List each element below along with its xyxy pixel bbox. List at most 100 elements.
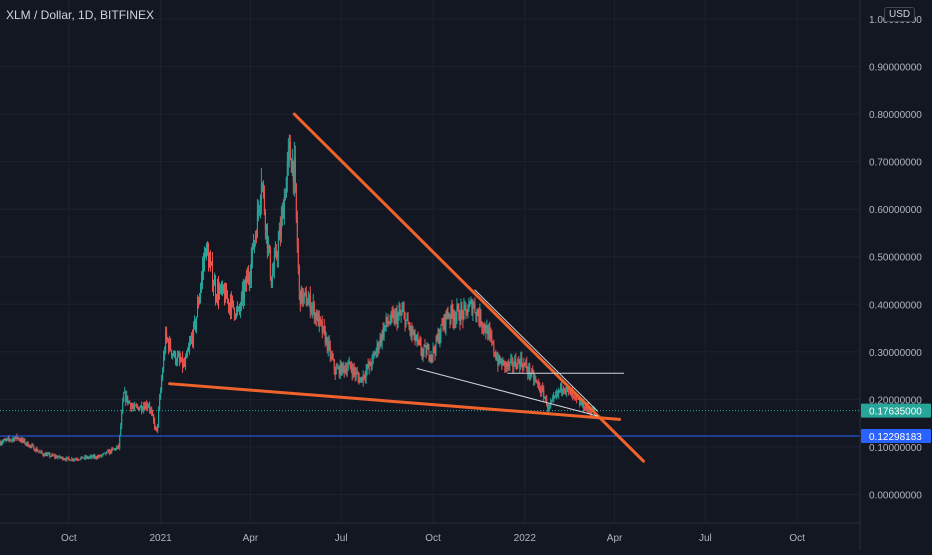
candle-body [388,323,390,325]
candle-body [359,380,361,383]
candle-body [387,322,389,324]
candle-body [16,435,18,439]
candle-body [94,456,96,458]
candle-body [536,380,538,382]
trendline-thin-3[interactable] [474,289,599,412]
candle-body [414,330,416,341]
candle-body [221,285,223,291]
candle-body [291,161,293,173]
trendline-thick-0[interactable] [292,112,646,463]
candle-body [184,362,186,366]
x-tick-label: Oct [425,533,441,544]
candle-body [240,295,242,308]
candle-body [241,289,243,296]
candle-body [524,363,526,365]
candle-body [487,326,489,339]
candle-body [337,367,339,369]
candle-body [218,290,220,299]
candle-body [366,365,368,371]
candle-body [205,251,207,258]
candle-body [132,406,134,408]
candle-body [64,459,66,461]
candle-body [159,397,161,410]
candle-body [0,442,1,445]
candle-body [428,347,430,358]
candle-body [364,377,366,379]
candle-body [73,459,75,461]
candle-body [344,368,346,372]
candle-body [133,407,135,409]
candle-body [371,356,373,367]
candle-body [302,294,304,303]
candle-body [173,353,175,356]
candle-body [248,278,250,280]
candle-body [421,351,423,355]
candle-body [226,298,228,300]
candle-body [281,208,283,219]
candle-body [295,183,297,218]
candle-body [135,405,137,407]
candle-body [456,306,458,316]
candle-body [17,437,19,439]
candle-body [265,224,267,231]
candle-body [508,362,510,366]
candle-body [288,141,290,151]
x-tick-label: Oct [789,533,805,544]
candle-body [297,245,299,269]
candle-body [494,352,496,356]
candle-body [287,150,289,163]
trendline-thin-2[interactable] [416,367,599,417]
candle-body [409,327,411,332]
candle-body [95,456,97,458]
candle-body [104,452,106,454]
candle-body [105,452,107,454]
candle-body [590,410,592,413]
candle-body [542,387,544,390]
candle-body [257,209,259,212]
candle-body [491,336,493,343]
candle-body [541,387,543,393]
currency-button[interactable]: USD [884,7,916,22]
candle-body [278,230,280,241]
candle-body [47,453,49,455]
candle-body [121,412,123,427]
trendline-thick-1[interactable] [168,382,622,421]
candle-body [448,316,450,318]
candle-body [179,355,181,360]
candle-body [581,402,583,406]
candle-body [195,320,197,328]
candle-body [71,458,73,461]
candle-body [245,278,247,284]
candle-body [213,285,215,287]
candle-body [242,289,244,299]
candle-body [382,330,384,337]
candle-body [27,442,29,447]
drawings[interactable] [0,112,860,463]
candle-body [282,208,284,219]
candle-body [559,390,561,392]
candle-body [335,368,337,375]
candle-body [272,269,274,276]
candle-body [572,392,574,396]
candle-body [258,207,260,210]
candle-body [480,310,482,325]
candle-body [334,368,336,375]
candle-body [509,362,511,366]
candle-body [39,451,41,453]
candle-body [360,377,362,381]
candle-body [401,311,403,314]
candle-body [148,405,150,407]
candle-body [474,304,476,313]
candle-body [332,358,334,360]
candle-body [279,230,281,237]
candle-body [70,460,72,462]
candle-body [3,439,5,442]
candle-body [482,326,484,328]
candle-body [58,455,60,458]
candle-body [399,311,401,314]
candle-body [207,244,209,253]
candle-body [160,389,162,398]
candle-body [354,371,356,376]
